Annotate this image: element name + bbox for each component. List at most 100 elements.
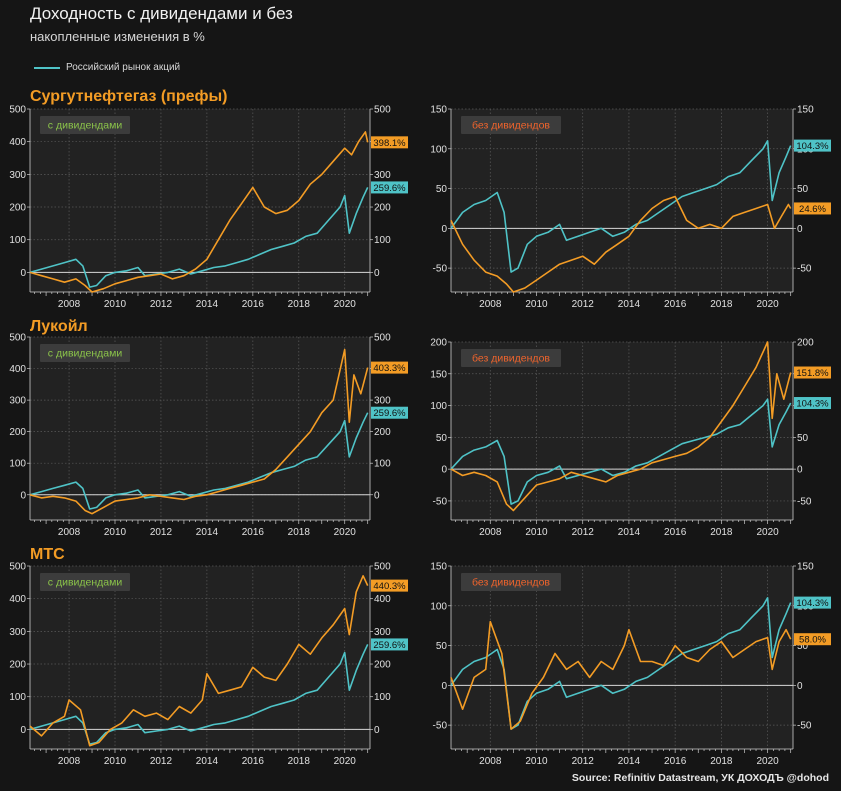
y-tick-label-left: -50 xyxy=(433,721,448,732)
plot-area xyxy=(30,109,370,292)
end-label-box-market xyxy=(371,638,408,651)
x-tick-label: 2014 xyxy=(196,756,219,767)
end-label-market: 259.6% xyxy=(373,408,406,419)
company-title: Лукойл xyxy=(30,318,88,335)
x-tick-label: 2012 xyxy=(572,527,595,538)
y-tick-label-right: 50 xyxy=(797,184,809,195)
y-tick-label-right: 200 xyxy=(374,427,391,438)
end-label-market: 104.3% xyxy=(796,399,829,410)
tag-box xyxy=(40,573,130,591)
y-tick-label-right: 300 xyxy=(374,396,391,407)
chart-panel-1: Сургутнефтегаз (префы) 2008 2010 2012 2014 20… xyxy=(9,88,408,310)
y-tick-label-right: 100 xyxy=(374,692,391,703)
y-tick-label-left: 100 xyxy=(9,235,26,246)
end-label-box-market xyxy=(371,406,408,419)
plot-area xyxy=(30,337,370,520)
y-tick-label-left: 500 xyxy=(9,105,26,116)
x-tick-label: 2010 xyxy=(525,527,548,538)
tag-label: с дивидендами xyxy=(48,577,123,589)
y-tick-label-left: 100 xyxy=(430,601,447,612)
y-tick-label-right: 100 xyxy=(374,235,391,246)
x-tick-label: 2020 xyxy=(756,299,779,310)
y-tick-label-right: 300 xyxy=(374,170,391,181)
x-tick-label: 2010 xyxy=(104,527,127,538)
y-tick-label-right: 200 xyxy=(374,203,391,214)
x-tick-label: 2012 xyxy=(150,527,173,538)
chart-panel-5: МТС 2008 2010 2012 2014 2016 2018 2020 0 0 100 100 2… xyxy=(9,546,408,767)
series-line-stock xyxy=(450,341,792,512)
chart-panel-4: 2008 2010 2012 2014 2016 2018 2020 -50 -50 0 0 50 50… xyxy=(430,338,831,538)
legend-swatch xyxy=(34,66,60,69)
y-tick-label-right: 150 xyxy=(797,105,814,116)
source-note: Source: Refinitiv Datastream, УК ДОХОДЪ … xyxy=(571,772,829,784)
tag-box xyxy=(461,573,561,591)
y-tick-label-left: 150 xyxy=(430,105,447,116)
x-tick-label: 2014 xyxy=(618,299,641,310)
y-tick-label-left: 200 xyxy=(9,660,26,671)
y-tick-label-left: 0 xyxy=(20,725,26,736)
plot-area xyxy=(451,566,793,749)
y-tick-label-left: 0 xyxy=(441,465,447,476)
y-tick-label-left: 100 xyxy=(430,401,447,412)
y-tick-label-left: 150 xyxy=(430,369,447,380)
y-tick-label-right: 0 xyxy=(797,224,803,235)
y-tick-label-left: 500 xyxy=(9,562,26,573)
y-tick-label-left: 400 xyxy=(9,594,26,605)
tag-label: с дивидендами xyxy=(48,120,123,132)
x-tick-label: 2014 xyxy=(196,299,219,310)
end-label-stock: 398.1% xyxy=(373,138,406,149)
x-tick-label: 2010 xyxy=(525,299,548,310)
x-tick-label: 2008 xyxy=(479,527,502,538)
y-tick-label-left: 400 xyxy=(9,364,26,375)
chart-panel-2: 2008 2010 2012 2014 2016 2018 2020 -50 -50 0 0 50 50… xyxy=(430,105,831,310)
end-label-box-market xyxy=(794,596,831,609)
y-tick-label-left: 200 xyxy=(9,203,26,214)
x-tick-label: 2016 xyxy=(242,527,265,538)
company-title: Сургутнефтегаз (префы) xyxy=(30,88,228,105)
tag-label: с дивидендами xyxy=(48,348,123,360)
y-tick-label-right: 0 xyxy=(374,725,380,736)
y-tick-label-left: 100 xyxy=(9,459,26,470)
end-label-stock: 151.8% xyxy=(796,368,829,379)
y-tick-label-left: 300 xyxy=(9,170,26,181)
y-tick-label-left: 100 xyxy=(9,692,26,703)
y-tick-label-right: 200 xyxy=(374,660,391,671)
y-tick-label-right: 500 xyxy=(374,105,391,116)
series-line-stock xyxy=(29,131,369,293)
plot-area xyxy=(30,566,370,749)
x-tick-label: 2012 xyxy=(150,299,173,310)
x-tick-label: 2018 xyxy=(288,527,311,538)
x-tick-label: 2014 xyxy=(618,756,641,767)
tag-label: без дивидендов xyxy=(472,577,550,589)
tag-box xyxy=(40,344,130,362)
series-line-stock xyxy=(29,348,369,515)
x-tick-label: 2016 xyxy=(664,527,687,538)
end-label-market: 104.3% xyxy=(796,141,829,152)
tag-box xyxy=(461,349,561,367)
x-tick-label: 2014 xyxy=(196,527,219,538)
y-tick-label-right: 50 xyxy=(797,641,809,652)
x-tick-label: 2016 xyxy=(242,756,265,767)
y-tick-label-left: 0 xyxy=(441,681,447,692)
y-tick-label-right: -50 xyxy=(797,264,812,275)
end-label-market: 259.6% xyxy=(373,183,406,194)
x-tick-label: 2018 xyxy=(288,299,311,310)
chart-panel-3: Лукойл 2008 2010 2012 2014 2016 2018 2020 0 0 100 1… xyxy=(9,318,408,538)
x-tick-label: 2008 xyxy=(58,756,81,767)
y-tick-label-right: 0 xyxy=(797,681,803,692)
x-tick-label: 2018 xyxy=(710,299,733,310)
y-tick-label-left: 0 xyxy=(20,490,26,501)
y-tick-label-left: 100 xyxy=(430,144,447,155)
x-tick-label: 2008 xyxy=(479,756,502,767)
series-line-stock xyxy=(450,620,792,730)
y-tick-label-right: 0 xyxy=(797,465,803,476)
end-label-box-stock xyxy=(371,579,408,592)
x-tick-label: 2020 xyxy=(334,756,357,767)
x-tick-label: 2020 xyxy=(334,527,357,538)
y-tick-label-left: 50 xyxy=(436,184,448,195)
x-tick-label: 2010 xyxy=(104,299,127,310)
end-label-stock: 58.0% xyxy=(799,635,826,646)
plot-area xyxy=(451,342,793,520)
y-tick-label-right: 500 xyxy=(374,562,391,573)
x-tick-label: 2012 xyxy=(572,299,595,310)
